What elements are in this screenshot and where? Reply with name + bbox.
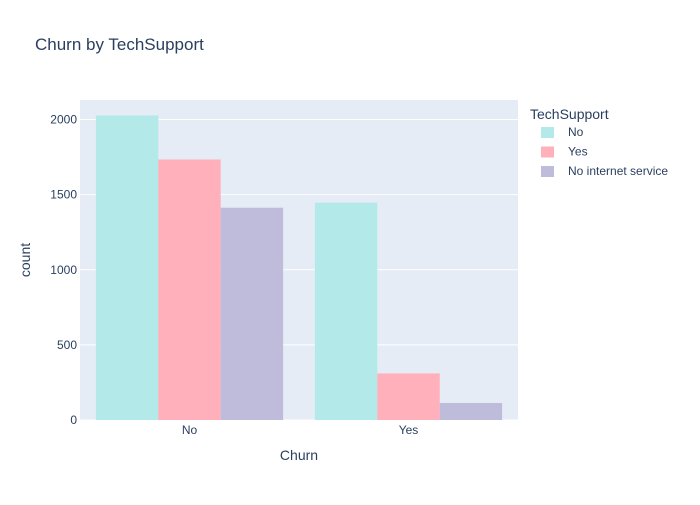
- x-tick-label: Yes: [399, 423, 419, 437]
- y-axis-label: count: [17, 243, 33, 277]
- y-axis-ticks: 0 500 1000 1500 2000: [50, 113, 77, 427]
- legend-label: No: [568, 125, 584, 139]
- legend-swatch: [541, 166, 554, 177]
- y-tick-label: 1500: [50, 188, 77, 202]
- x-axis-label: Churn: [280, 447, 318, 463]
- legend-label: Yes: [568, 145, 588, 159]
- bar-yes-no: [314, 202, 378, 420]
- bar-no-yes: [158, 159, 221, 420]
- legend-swatch: [541, 127, 554, 138]
- bar-yes-no-internet-service: [439, 403, 503, 420]
- x-axis-ticks: No Yes: [182, 423, 418, 437]
- legend-label: No internet service: [568, 164, 668, 178]
- legend-title: TechSupport: [530, 106, 609, 122]
- legend-items: No Yes No internet service: [541, 125, 668, 178]
- x-tick-label: No: [182, 423, 198, 437]
- chart-title: Churn by TechSupport: [35, 35, 204, 54]
- bars: [95, 115, 503, 420]
- legend-swatch: [541, 146, 554, 158]
- bar-no-no: [95, 115, 159, 420]
- y-tick-label: 1000: [50, 263, 77, 277]
- bar-yes-yes: [377, 373, 440, 420]
- legend: TechSupport No Yes No internet service: [530, 106, 668, 178]
- y-tick-label: 2000: [50, 113, 77, 127]
- y-tick-label: 500: [57, 338, 77, 352]
- y-tick-label: 0: [70, 413, 77, 427]
- bar-no-no-internet-service: [220, 207, 284, 420]
